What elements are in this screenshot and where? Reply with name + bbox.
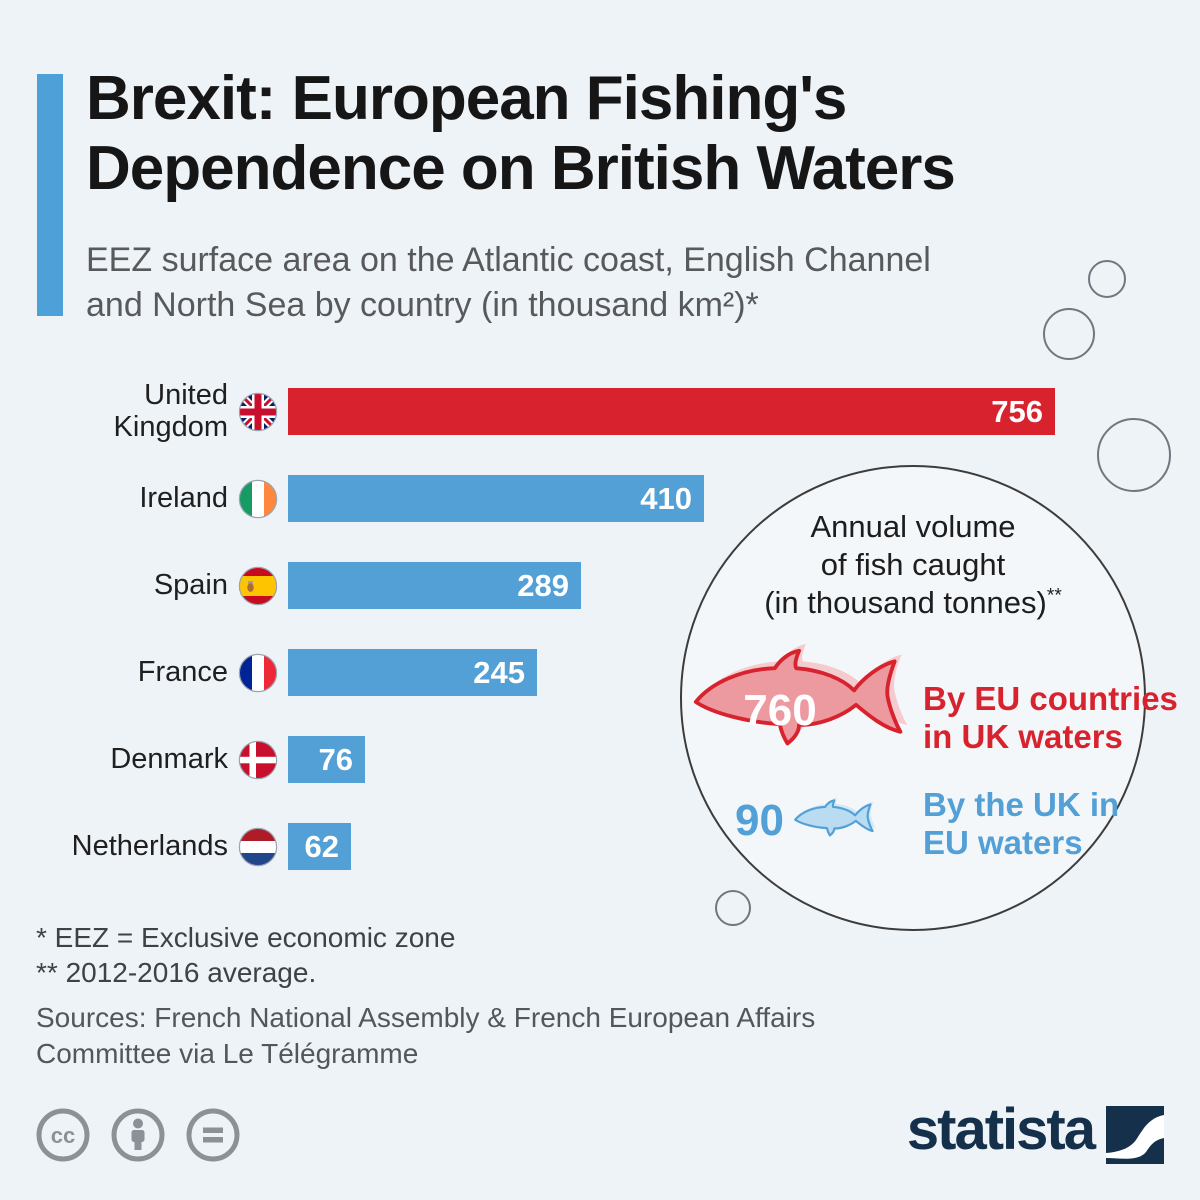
small-fish-icon: [794, 797, 876, 837]
value-bar: 76: [288, 736, 365, 783]
united-kingdom-flag-icon: [238, 392, 278, 431]
bar-value-label: 62: [304, 828, 339, 864]
country-label: France: [137, 655, 228, 688]
bar-row-france: France 245: [35, 649, 537, 696]
country-label: Denmark: [110, 742, 228, 775]
spain-flag-icon: [238, 566, 278, 605]
bubble-icon: [1088, 260, 1126, 298]
svg-text:cc: cc: [51, 1123, 75, 1148]
netherlands-flag-icon: [238, 827, 278, 866]
bubble-icon: [715, 890, 751, 926]
country-label: United Kingdom: [113, 379, 228, 443]
country-label: Spain: [153, 568, 228, 601]
bar-row-united-kingdom: United Kingdom 756: [35, 380, 1055, 442]
bar-value-label: 756: [991, 393, 1043, 429]
country-label: Netherlands: [71, 829, 228, 862]
country-label: Ireland: [139, 481, 228, 514]
uk-catch-value: 90: [735, 796, 784, 845]
ireland-flag-icon: [238, 479, 278, 518]
license-icons: cc: [35, 1107, 241, 1163]
value-bar: 756: [288, 388, 1055, 435]
bar-value-label: 76: [318, 741, 353, 777]
bar-row-netherlands: Netherlands 62: [35, 823, 351, 870]
circle-title-line: Annual volume: [810, 509, 1016, 544]
title-accent-bar: [37, 74, 63, 316]
value-bar: 62: [288, 823, 351, 870]
bar-value-label: 410: [640, 480, 692, 516]
circle-title-line: of fish caught: [820, 546, 1006, 582]
bar-value-label: 289: [517, 567, 569, 603]
big-fish-icon: [693, 644, 908, 746]
statista-wordmark: statista: [906, 1097, 1096, 1162]
france-flag-icon: [238, 653, 278, 692]
page-title: Brexit: European Fishing's Dependence on…: [86, 64, 956, 204]
circle-title-line: (in thousand tonnes): [764, 584, 1047, 620]
bar-row-spain: Spain 289: [35, 562, 581, 609]
bar-row-denmark: Denmark 76: [35, 736, 365, 783]
value-bar: 410: [288, 475, 704, 522]
cc-license-icon: cc: [36, 1108, 90, 1162]
cc-attribution-icon: [111, 1108, 165, 1162]
cc-noderivs-icon: [186, 1108, 240, 1162]
eu-catch-value: 760: [743, 686, 817, 735]
bar-value-label: 245: [473, 654, 525, 690]
bubble-icon: [1043, 308, 1095, 360]
page-subtitle: EEZ surface area on the Atlantic coast, …: [86, 241, 931, 324]
annotation-circle-title: Annual volume of fish caught (in thousan…: [690, 508, 1136, 621]
sources-text: Sources: French National Assembly & Fren…: [36, 1002, 816, 1070]
value-bar: 245: [288, 649, 537, 696]
value-bar: 289: [288, 562, 581, 609]
circle-title-footnote-marker: **: [1046, 585, 1062, 607]
statista-logo-mark: [1106, 1106, 1164, 1164]
eu-catch-label: By EU countries in UK waters: [923, 680, 1178, 755]
footnotes-text: * EEZ = Exclusive economic zone ** 2012-…: [36, 922, 456, 988]
bubble-icon: [1097, 418, 1171, 492]
bar-row-ireland: Ireland 410: [35, 475, 704, 522]
uk-catch-label: By the UK in EU waters: [923, 786, 1120, 861]
denmark-flag-icon: [238, 740, 278, 779]
